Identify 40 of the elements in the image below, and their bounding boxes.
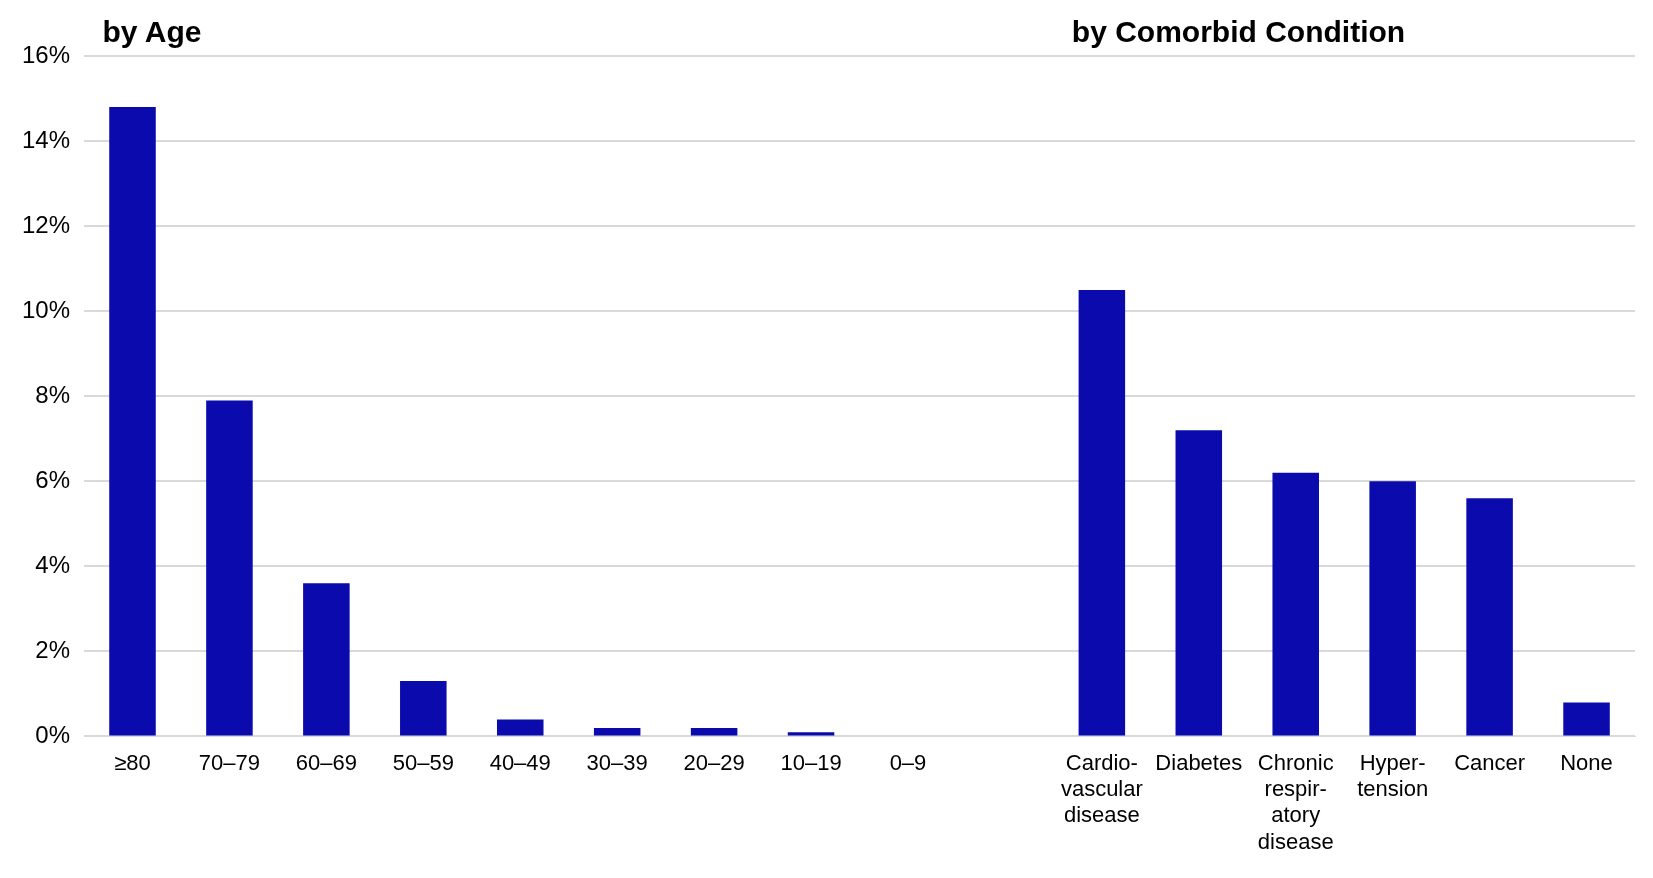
y-tick-label: 8%: [35, 380, 71, 408]
y-tick-label: 14%: [21, 125, 71, 153]
x-tick-label: 30–39: [586, 749, 648, 775]
text: by Comorbid Condition: [1071, 15, 1406, 49]
y-tick-label: 6%: [35, 465, 71, 493]
x-tick-label: ≥80: [114, 749, 151, 775]
bar: [690, 727, 738, 736]
x-tick-label: 0–9: [889, 749, 927, 775]
x-tick-label: 20–29: [683, 749, 745, 775]
x-tick-label: Diabetes: [1155, 749, 1243, 775]
bar: [400, 681, 447, 736]
y-tick-label: 12%: [21, 210, 71, 238]
x-tick-label: Hyper- tension: [1357, 749, 1429, 802]
x-tick-label: Chronic respir- atory disease: [1257, 749, 1334, 854]
x-tick-label: 40–49: [489, 749, 551, 775]
x-tick-label: 70–79: [198, 749, 261, 775]
bar: [109, 107, 156, 736]
bar: [1563, 702, 1610, 736]
bar: [206, 400, 253, 736]
text: by Age: [102, 15, 202, 49]
x-tick-label: 50–59: [392, 749, 454, 775]
bar: [787, 732, 835, 736]
x-tick-label: None: [1560, 749, 1613, 775]
x-tick-label: 10–19: [780, 749, 842, 775]
bar: [496, 719, 544, 736]
bar: [303, 583, 350, 736]
bar: [1272, 472, 1319, 736]
bar: [1466, 498, 1513, 736]
x-tick-label: 60–69: [295, 749, 357, 775]
bar: [593, 727, 641, 736]
y-tick-label: 4%: [35, 550, 71, 578]
x-tick-label: Cancer: [1454, 749, 1526, 775]
y-tick-label: 16%: [21, 40, 71, 68]
y-tick-label: 2%: [35, 635, 71, 663]
y-tick-label: 0%: [35, 721, 71, 749]
x-tick-label: Cardio- vascular disease: [1060, 749, 1143, 828]
bar: [1078, 289, 1126, 736]
y-tick-label: 10%: [21, 295, 71, 323]
bar: [1175, 430, 1223, 736]
bar: [1369, 481, 1416, 736]
